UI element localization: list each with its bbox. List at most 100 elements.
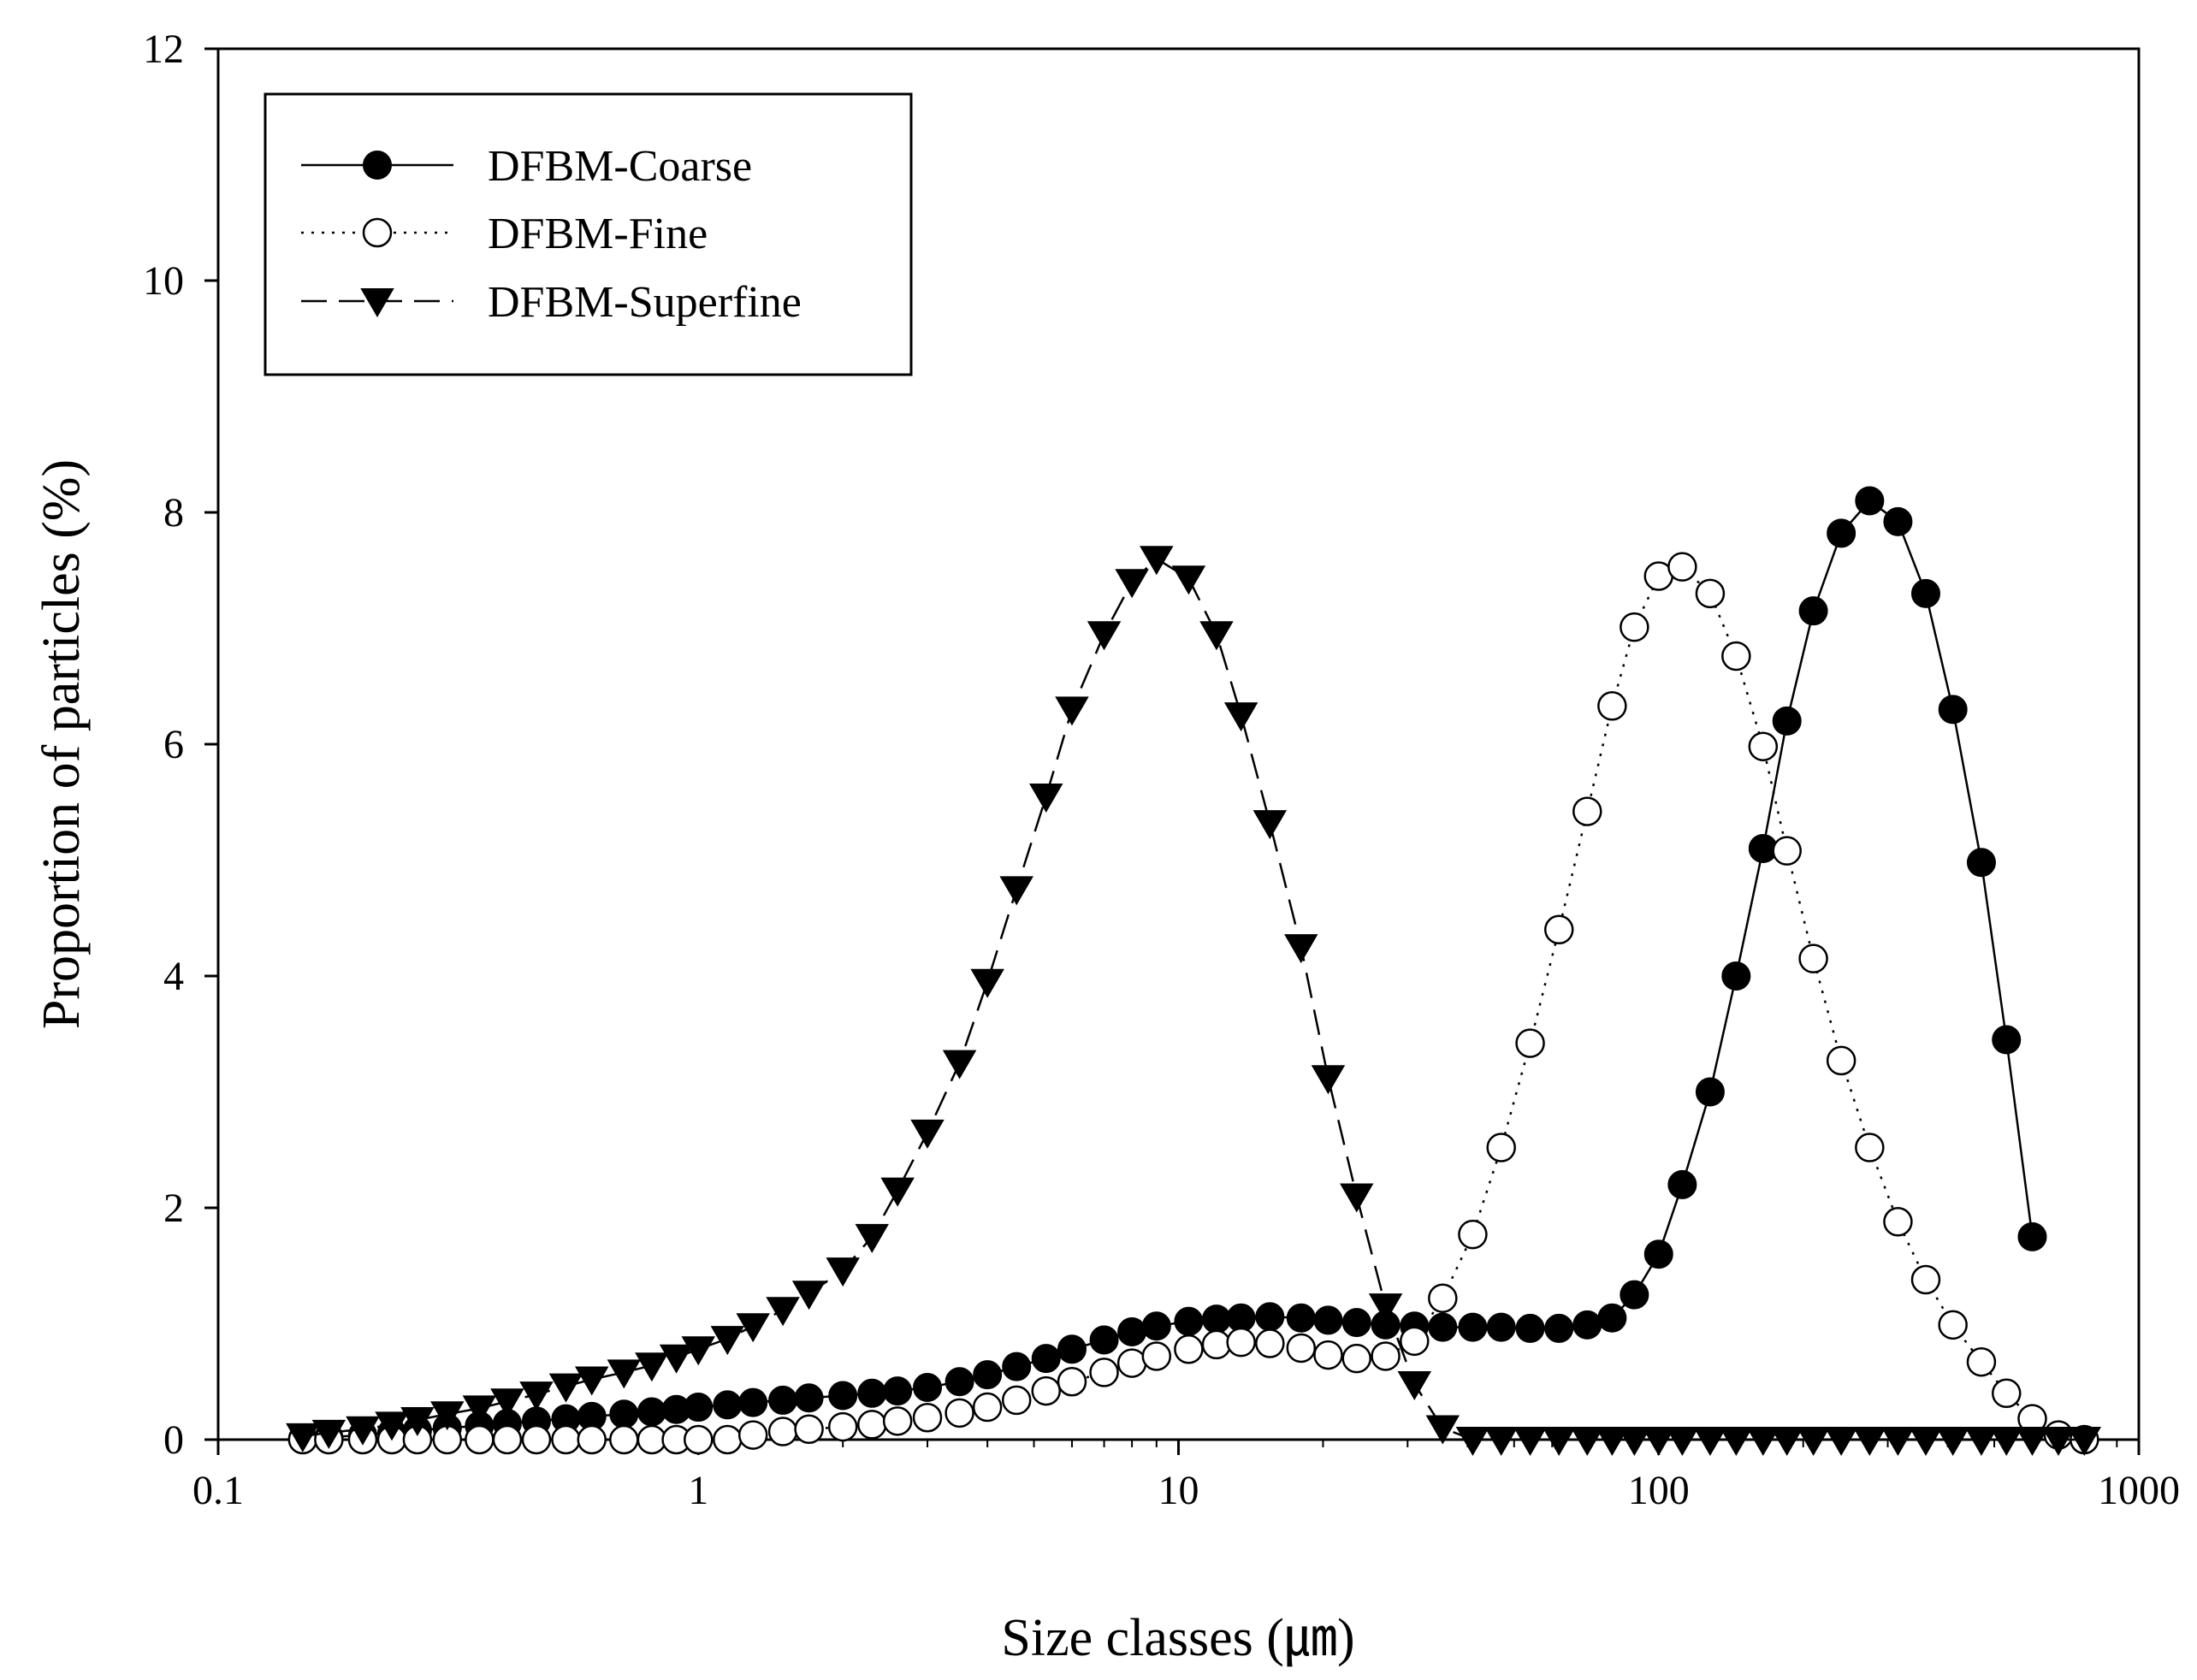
data-point: [1938, 695, 1968, 725]
data-point: [794, 1383, 824, 1413]
data-point: [1141, 1311, 1171, 1341]
data-point: [1031, 1344, 1061, 1374]
x-tick-label: 100: [1628, 1468, 1690, 1513]
series-line: [302, 557, 2085, 1441]
data-point: [1311, 1065, 1346, 1095]
axis-ticks: 0 2 4 6 8 10 12 0.1 1 10 100 1000: [143, 27, 2180, 1513]
data-point: [1286, 1303, 1316, 1333]
data-point: [1057, 1334, 1087, 1364]
data-point: [1544, 1313, 1574, 1343]
data-point: [1340, 1183, 1374, 1213]
data-point: [286, 1423, 320, 1452]
data-point: [346, 1416, 380, 1446]
data-point: [1796, 1427, 1831, 1456]
data-point: [1057, 1367, 1087, 1397]
data-point: [857, 1410, 887, 1440]
data-point: [492, 1424, 523, 1455]
data-point: [1824, 1427, 1858, 1456]
data-point: [1223, 702, 1258, 732]
series-line: [302, 499, 2034, 1440]
y-tick-label: 10: [143, 258, 184, 304]
legend-marker: [360, 288, 394, 317]
data-point: [1543, 914, 1574, 945]
data-point: [1665, 1427, 1700, 1456]
series-dfbm-superfine: [286, 546, 2102, 1456]
data-point: [913, 1373, 943, 1403]
data-point: [1852, 1427, 1887, 1456]
data-point: [945, 1398, 974, 1429]
data-point: [857, 1378, 887, 1408]
data-point: [912, 1403, 943, 1433]
series-dfbm-fine: [287, 552, 2099, 1455]
data-point: [1880, 1427, 1916, 1456]
data-point: [1368, 1293, 1403, 1323]
data-point: [1031, 1375, 1061, 1406]
data-point: [2015, 1427, 2050, 1456]
data-point: [1693, 1427, 1727, 1456]
y-tick-label: 0: [163, 1417, 184, 1463]
data-point: [1855, 486, 1885, 516]
data-point: [1397, 1370, 1432, 1400]
data-point: [1883, 506, 1913, 536]
data-point: [1992, 1025, 2022, 1055]
data-point: [1286, 1333, 1317, 1364]
data-point: [659, 1344, 694, 1374]
data-point: [1002, 1352, 1032, 1381]
data-point: [710, 1326, 745, 1356]
legend-label: DFBM-Fine: [488, 210, 708, 258]
data-point: [1174, 1334, 1204, 1364]
data-point: [1140, 546, 1174, 576]
data-point: [1595, 1427, 1630, 1456]
data-point: [970, 968, 1004, 998]
data-point: [713, 1390, 743, 1420]
data-point: [1483, 1427, 1519, 1456]
data-point: [1769, 1427, 1804, 1456]
data-point: [1428, 1312, 1458, 1342]
data-point: [1620, 612, 1649, 642]
data-point: [577, 1424, 607, 1455]
data-point: [1570, 1427, 1605, 1456]
data-point: [713, 1424, 743, 1455]
data-point: [1989, 1427, 2023, 1456]
data-point: [1171, 565, 1206, 595]
data-point: [637, 1424, 667, 1455]
data-point: [490, 1388, 524, 1418]
data-point: [1572, 1310, 1602, 1340]
series-dfbm-coarse: [287, 486, 2047, 1453]
data-point: [1667, 552, 1697, 582]
data-point: [1313, 1305, 1343, 1335]
series-layer: [286, 486, 2102, 1456]
data-point: [1201, 1329, 1232, 1360]
data-point: [1201, 1304, 1231, 1334]
data-point: [1001, 1385, 1032, 1416]
data-point: [1371, 1341, 1401, 1371]
data-point: [1909, 1427, 1943, 1456]
x-tick-label: 0.1: [192, 1468, 244, 1513]
data-point: [1226, 1327, 1256, 1358]
data-point: [609, 1399, 639, 1429]
data-point: [2067, 1427, 2102, 1456]
data-point: [1721, 641, 1751, 671]
data-point: [1458, 1219, 1488, 1250]
legend-label: DFBM-Superfine: [488, 278, 802, 327]
data-point: [1597, 1303, 1627, 1333]
data-point: [910, 1119, 945, 1149]
data-point: [1798, 596, 1828, 626]
data-point: [2017, 1222, 2047, 1251]
data-point: [1117, 1316, 1147, 1346]
data-point: [1964, 1427, 1999, 1456]
data-point: [1748, 731, 1779, 761]
data-point: [1115, 569, 1149, 599]
data-point: [973, 1360, 1003, 1390]
legend-label: DFBM-Coarse: [488, 142, 752, 191]
data-point: [1029, 783, 1063, 813]
data-point: [1455, 1427, 1490, 1456]
data-point: [1643, 1239, 1673, 1269]
data-point: [1341, 1308, 1371, 1338]
data-point: [1486, 1133, 1516, 1162]
legend: DFBM-Coarse DFBM-Fine DFBM-Superfine: [264, 92, 913, 376]
data-point: [1486, 1312, 1516, 1342]
data-point: [684, 1393, 714, 1423]
data-point: [1695, 1077, 1725, 1107]
data-point: [1055, 696, 1089, 726]
